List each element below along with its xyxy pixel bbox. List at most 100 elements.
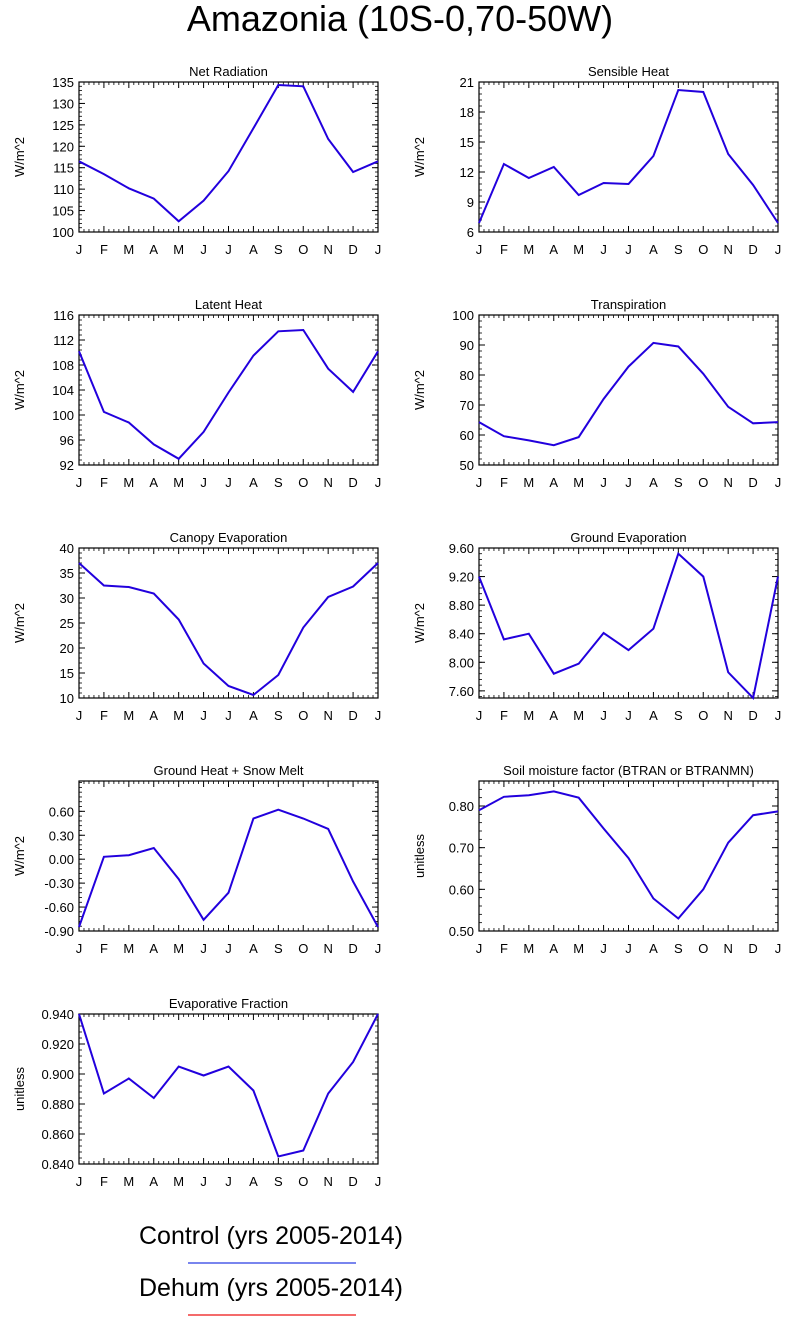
- chart-title: Ground Evaporation: [570, 530, 686, 545]
- series-line-control: [478, 551, 779, 701]
- series-line-control: [478, 341, 779, 447]
- y-tick-label: 125: [52, 118, 74, 133]
- x-tick-label: S: [674, 475, 683, 490]
- x-tick-label: S: [274, 242, 283, 257]
- x-tick-label: M: [123, 242, 134, 257]
- y-tick-label: 92: [60, 458, 74, 473]
- y-tick-label: -0.60: [44, 900, 74, 915]
- x-tick-label: O: [698, 708, 708, 723]
- series-line-control: [478, 790, 779, 920]
- y-tick-label: 8.00: [449, 655, 474, 670]
- x-tick-label: N: [323, 708, 332, 723]
- y-tick-label: 40: [60, 541, 74, 556]
- x-tick-label: A: [549, 475, 558, 490]
- y-tick-label: 110: [53, 182, 74, 197]
- plot-frame: [78, 81, 379, 233]
- x-tick-label: S: [674, 242, 683, 257]
- y-tick-label: 115: [53, 161, 74, 176]
- y-tick-label: 135: [52, 75, 74, 90]
- legend: Control (yrs 2005-2014) Dehum (yrs 2005-…: [139, 1222, 403, 1316]
- y-tick-label: 8.40: [449, 627, 474, 642]
- series-line-control: [78, 808, 379, 928]
- x-tick-label: J: [76, 475, 83, 490]
- y-tick-label: 0.940: [41, 1007, 74, 1022]
- x-tick-label: M: [173, 1174, 184, 1189]
- x-tick-label: J: [476, 708, 483, 723]
- y-tick-label: 30: [60, 591, 74, 606]
- x-tick-label: N: [723, 242, 732, 257]
- x-tick-label: J: [200, 941, 207, 956]
- chart-title: Evaporative Fraction: [169, 996, 288, 1011]
- x-tick-label: J: [600, 475, 607, 490]
- x-tick-label: J: [225, 242, 232, 257]
- x-tick-label: O: [298, 1174, 308, 1189]
- x-tick-label: D: [348, 708, 357, 723]
- y-axis-label: W/m^2: [12, 137, 27, 177]
- y-tick-label: 8.80: [449, 598, 474, 613]
- y-tick-label: 15: [60, 666, 74, 681]
- x-tick-label: N: [723, 475, 732, 490]
- x-tick-label: J: [225, 1174, 232, 1189]
- x-tick-label: A: [249, 941, 258, 956]
- x-tick-label: M: [523, 242, 534, 257]
- legend-label-control: Control (yrs 2005-2014): [139, 1222, 403, 1250]
- x-tick-label: S: [274, 941, 283, 956]
- x-tick-label: D: [748, 475, 757, 490]
- x-tick-label: J: [600, 941, 607, 956]
- y-axis-label: W/m^2: [412, 137, 427, 177]
- x-tick-label: S: [674, 708, 683, 723]
- x-tick-label: J: [600, 242, 607, 257]
- x-tick-label: M: [123, 941, 134, 956]
- y-tick-label: 0.60: [49, 804, 74, 819]
- x-tick-label: J: [625, 941, 632, 956]
- x-tick-label: S: [274, 1174, 283, 1189]
- x-tick-label: M: [573, 242, 584, 257]
- x-tick-label: J: [375, 475, 382, 490]
- x-tick-label: A: [149, 475, 158, 490]
- x-tick-label: M: [123, 1174, 134, 1189]
- x-tick-label: A: [549, 708, 558, 723]
- plot-frame: [478, 81, 779, 233]
- x-tick-label: F: [100, 242, 108, 257]
- x-tick-label: F: [500, 708, 508, 723]
- y-tick-label: 100: [52, 225, 74, 240]
- chart-title: Latent Heat: [195, 297, 263, 312]
- y-tick-label: 116: [53, 308, 74, 323]
- y-axis-label: W/m^2: [12, 370, 27, 410]
- y-tick-label: 0.840: [41, 1157, 74, 1172]
- chart-soil-moisture-factor-btran-or-btranmn: Soil moisture factor (BTRAN or BTRANMN) u…: [412, 763, 781, 956]
- page-title: Amazonia (10S-0,70-50W): [187, 0, 613, 39]
- x-tick-label: F: [100, 941, 108, 956]
- y-tick-label: 120: [52, 139, 74, 154]
- series-line-control: [78, 328, 379, 461]
- x-tick-label: D: [748, 941, 757, 956]
- x-tick-label: N: [323, 475, 332, 490]
- chart-title: Transpiration: [591, 297, 666, 312]
- plot-frame: [478, 314, 779, 466]
- y-tick-label: 0.920: [41, 1037, 74, 1052]
- y-tick-label: 80: [460, 368, 474, 383]
- y-tick-label: 20: [60, 641, 74, 656]
- x-tick-label: N: [323, 242, 332, 257]
- plot-frame: [78, 314, 379, 466]
- x-tick-label: M: [173, 475, 184, 490]
- y-tick-label: 0.860: [41, 1127, 74, 1142]
- x-tick-label: M: [173, 708, 184, 723]
- x-tick-label: J: [625, 708, 632, 723]
- y-tick-label: 104: [52, 383, 74, 398]
- x-tick-label: F: [100, 475, 108, 490]
- x-tick-label: M: [523, 941, 534, 956]
- y-tick-label: 9.60: [449, 541, 474, 556]
- y-tick-label: 21: [460, 75, 474, 90]
- y-tick-label: -0.90: [44, 924, 74, 939]
- y-tick-label: 100: [52, 408, 74, 423]
- x-tick-label: A: [149, 242, 158, 257]
- x-tick-label: S: [674, 941, 683, 956]
- y-tick-label: 0.00: [49, 852, 74, 867]
